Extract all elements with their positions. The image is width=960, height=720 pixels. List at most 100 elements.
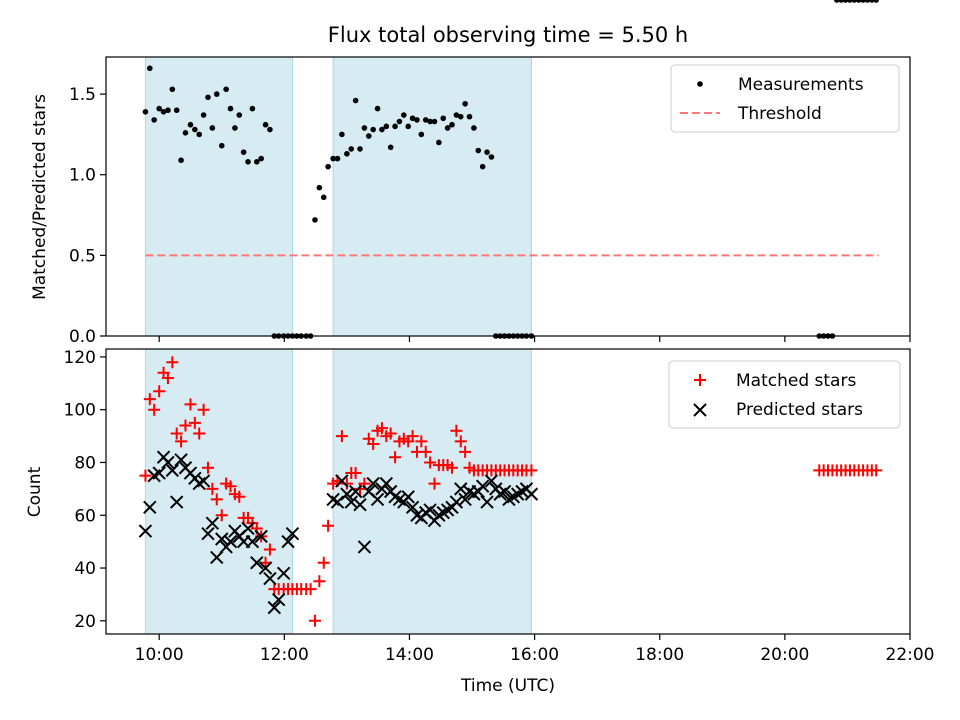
measurement-point	[344, 150, 350, 157]
measurement-point	[851, 0, 858, 3]
y-tick-label: 0.0	[69, 327, 96, 347]
predicted-star-point	[475, 479, 490, 493]
bottom-legend: Matched stars Predicted stars	[668, 360, 901, 429]
predicted-star-point	[454, 482, 468, 496]
measurement-point	[325, 163, 331, 170]
matched-star-point	[384, 427, 397, 440]
top-y-axis: 0.0 0.5 1.0 1.5	[69, 85, 106, 347]
predicted-star-point	[169, 495, 184, 509]
matched-star-point	[367, 438, 380, 450]
measurement-point	[414, 117, 420, 123]
matched-star-point	[389, 451, 402, 464]
matched-star-point	[335, 430, 348, 443]
predicted-star-point	[340, 487, 354, 501]
measurement-point	[316, 184, 323, 191]
measurement-point	[187, 121, 194, 128]
top-axes-frame	[105, 56, 911, 337]
bottom-observing-spans	[144, 348, 532, 635]
matched-star-point	[179, 419, 192, 432]
measurement-point	[205, 94, 211, 101]
measurement-point	[330, 155, 336, 162]
measurement-point	[873, 0, 880, 3]
x-tick-label: 18:00	[635, 645, 684, 665]
predicted-star-point	[250, 556, 264, 570]
measurement-point	[178, 157, 184, 164]
measurement-point	[160, 109, 167, 115]
y-tick-label: 1.0	[69, 166, 96, 186]
measurement-point	[151, 117, 157, 123]
matched-star-point	[184, 398, 197, 411]
measurement-point	[379, 126, 385, 133]
predicted-star-point	[353, 497, 367, 512]
matched-star-point	[206, 482, 219, 495]
measurement-point	[209, 125, 216, 131]
measurement-point	[440, 115, 447, 122]
measurement-point	[173, 107, 180, 114]
chart-title: Flux total observing time = 5.50 h	[328, 23, 688, 47]
x-tick-label: 16:00	[510, 645, 559, 665]
predicted-star-point	[348, 484, 363, 499]
matched-star-point	[428, 477, 441, 490]
measurement-point	[227, 105, 234, 112]
measurement-point	[267, 126, 273, 133]
x-tick-label: 10:00	[135, 645, 184, 665]
measurement-point	[312, 217, 318, 223]
measurement-point	[838, 0, 844, 3]
matched-star-point	[215, 509, 228, 522]
measurement-point	[200, 112, 207, 118]
matched-star-point	[446, 461, 459, 474]
predicted-star-point	[152, 466, 166, 480]
y-tick-label: 40	[74, 559, 96, 579]
predicted-star-point	[405, 500, 420, 515]
measurement-point	[156, 105, 162, 112]
matched-star-point	[161, 372, 174, 385]
measurement-point	[182, 129, 189, 136]
predicted-star-point	[165, 463, 180, 478]
matched-star-point	[188, 416, 201, 429]
bottom-count-points	[138, 356, 883, 627]
matched-star-point	[419, 445, 432, 458]
measurement-point	[218, 142, 225, 149]
matched-star-point	[263, 543, 276, 556]
predicted-star-point	[241, 521, 255, 536]
matched-star-point	[166, 356, 179, 369]
measurement-point	[352, 97, 359, 104]
matched-star-point	[139, 469, 152, 482]
measurement-point	[232, 125, 238, 131]
predicted-star-point	[344, 495, 358, 509]
matched-star-point	[313, 575, 326, 588]
measurement-point	[357, 146, 363, 152]
matched-star-point	[233, 490, 246, 503]
measurement-point	[436, 139, 442, 146]
legend-matched-label: Matched stars	[736, 371, 856, 391]
x-tick-label: 22:00	[886, 645, 935, 665]
predicted-star-point	[524, 487, 539, 501]
predicted-star-point	[357, 540, 372, 554]
predicted-star-point	[271, 592, 286, 607]
top-legend-box	[670, 64, 900, 133]
measurement-point	[444, 125, 451, 131]
matched-star-point	[450, 424, 463, 437]
measurement-point	[847, 0, 853, 3]
measurement-point	[249, 105, 256, 112]
y-tick-label: 100	[64, 401, 96, 421]
top-observing-spans	[144, 56, 532, 337]
matched-star-point	[424, 456, 437, 469]
measurement-point	[479, 163, 486, 170]
predicted-star-point	[215, 532, 229, 546]
matched-star-point	[375, 422, 388, 435]
measurement-point	[146, 65, 153, 72]
predicted-star-point	[161, 455, 175, 470]
matched-star-point	[415, 435, 428, 448]
matched-star-point	[197, 403, 210, 416]
matched-star-point	[153, 385, 166, 398]
legend-predicted-label: Predicted stars	[736, 400, 863, 420]
measurement-point	[418, 131, 425, 138]
measurement-point	[258, 155, 264, 162]
measurement-point	[196, 131, 203, 138]
predicted-star-point	[458, 492, 472, 507]
measurement-point	[262, 121, 269, 128]
bottom-x-axis: 10:00 12:00 14:00 16:00 18:00 20:00 22:00	[135, 634, 935, 665]
predicted-star-point	[174, 453, 188, 467]
